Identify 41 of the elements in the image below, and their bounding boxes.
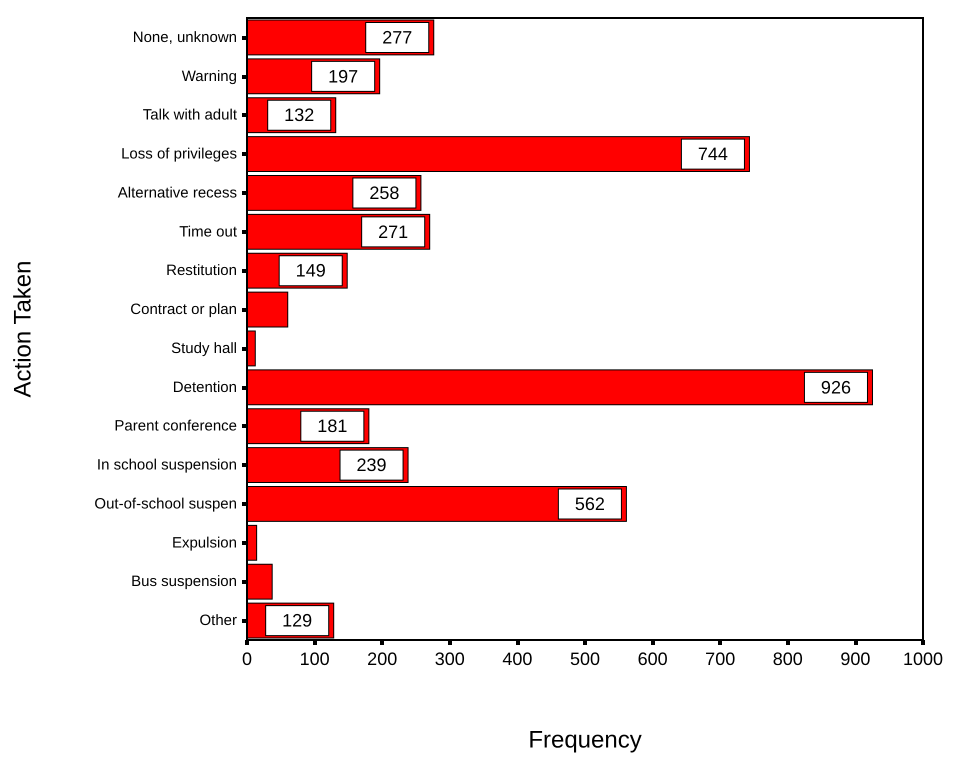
x-tick-label: 600 [638,649,668,669]
x-tick-label: 900 [840,649,870,669]
y-tick-label: Restitution [166,262,237,280]
y-tick-label: Bus suspension [131,573,237,590]
data-label: 277 [382,27,412,48]
x-tick-label: 100 [300,649,330,669]
x-tick-label: 0 [242,649,252,669]
y-tick-label: Detention [172,378,237,396]
y-tick-label: None, unknown [132,28,237,46]
data-label: 562 [574,494,605,514]
data-label: 271 [378,222,408,242]
x-tick-label: 1000 [902,649,944,669]
data-label: 129 [282,610,312,631]
y-tick-label: Other [199,612,238,630]
y-tick-label: Out-of-school suspen [94,495,237,512]
y-tick-label: Alternative recess [118,184,237,202]
x-tick-label: 500 [570,649,600,669]
y-axis-title: Action Taken [10,260,36,398]
x-tick-label: 300 [434,649,465,669]
y-tick-label: Warning [182,68,237,85]
data-label: 258 [369,182,400,203]
x-tick-label: 400 [502,649,532,669]
data-label: 744 [698,144,728,164]
y-tick-label: Time out [179,223,238,240]
y-tick-label: Study hall [171,340,237,357]
y-tick-label: In school suspension [96,456,237,474]
y-tick-label: Expulsion [172,534,237,552]
x-tick-label: 800 [772,649,803,669]
data-label: 239 [356,455,387,476]
y-tick-label: Parent conference [114,418,237,435]
y-tick-label: Talk with adult [142,106,238,124]
data-label: 149 [296,260,326,281]
x-tick-label: 200 [367,649,398,669]
data-label: 132 [284,105,314,126]
y-tick-label: Contract or plan [130,301,237,318]
data-label: 926 [820,377,851,398]
data-label: 181 [317,416,348,436]
data-label: 197 [328,66,358,86]
y-tick-label: Loss of privileges [121,146,237,163]
x-tick-label: 700 [705,649,736,669]
x-axis-title: Frequency [528,726,642,754]
